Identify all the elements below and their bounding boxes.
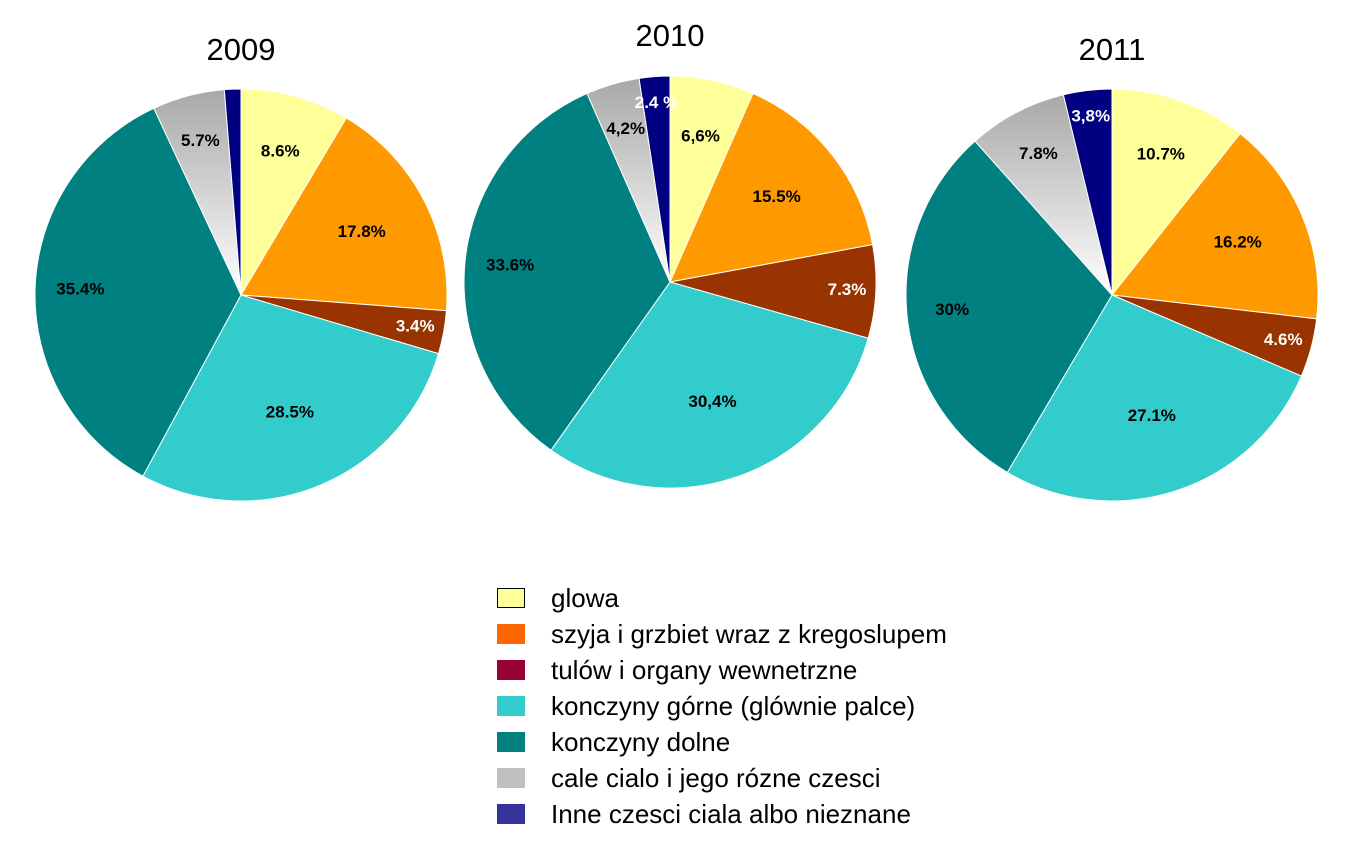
pie-slice-konczyny-gorne bbox=[550, 281, 869, 489]
slice-label-inne: 3,8% bbox=[1071, 107, 1110, 126]
legend-swatch bbox=[497, 660, 525, 680]
legend-swatch bbox=[497, 732, 525, 752]
slice-label-szyja: 15.5% bbox=[752, 187, 800, 206]
slice-label-inne: 2.4 % bbox=[635, 93, 678, 112]
pie-slice-szyja bbox=[240, 117, 448, 312]
legend-item-glowa: glowa bbox=[497, 580, 947, 616]
pie-slice-szyja bbox=[1111, 132, 1319, 320]
pie-slice-glowa bbox=[240, 88, 347, 297]
slice-label-glowa: 8.6% bbox=[261, 141, 300, 160]
pie-title: 2009 bbox=[207, 32, 276, 67]
legend-swatch bbox=[497, 768, 525, 788]
slice-label-tulow: 3.4% bbox=[396, 317, 435, 336]
legend-label: konczyny górne (glównie palce) bbox=[551, 690, 916, 721]
legend-label: Inne czesci ciala albo nieznane bbox=[551, 798, 911, 829]
slice-label-tulow: 7.3% bbox=[828, 280, 867, 299]
pie-slice-szyja bbox=[669, 92, 874, 283]
legend-label: szyja i grzbiet wraz z kregoslupem bbox=[551, 618, 947, 649]
pie-2010: 2010 6,6% 15.5% 7.3% 30,4% 33.6% 4,2% 2.4 % bbox=[463, 18, 877, 489]
pie-slice-konczyny-dolne bbox=[34, 107, 242, 477]
slice-label-cale-cialo: 4,2% bbox=[606, 119, 645, 138]
slice-label-konczyny-dolne: 30% bbox=[935, 300, 969, 319]
pie-slice-glowa bbox=[1111, 88, 1241, 297]
pie-slice-konczyny-gorne bbox=[142, 294, 440, 502]
slice-label-cale-cialo: 5.7% bbox=[181, 131, 220, 150]
legend-label: tulów i organy wewnetrzne bbox=[551, 654, 858, 685]
legend-item-tulow: tulów i organy wewnetrzne bbox=[497, 652, 947, 688]
legend-item-konczyny-dolne: konczyny dolne bbox=[497, 724, 947, 760]
legend-item-cale-cialo: cale cialo i jego rózne czesci bbox=[497, 760, 947, 796]
slice-label-konczyny-dolne: 33.6% bbox=[486, 255, 534, 274]
legend-label: konczyny dolne bbox=[551, 726, 731, 757]
slice-label-cale-cialo: 7.8% bbox=[1019, 144, 1058, 163]
slice-label-glowa: 10.7% bbox=[1137, 144, 1185, 163]
legend-item-konczyny-gorne: konczyny górne (glównie palce) bbox=[497, 688, 947, 724]
slice-label-konczyny-gorne: 30,4% bbox=[688, 392, 736, 411]
legend-swatch bbox=[497, 624, 525, 644]
slice-label-konczyny-dolne: 35.4% bbox=[56, 280, 104, 299]
legend-label: cale cialo i jego rózne czesci bbox=[551, 762, 881, 793]
pie-slice-konczyny-gorne bbox=[1006, 294, 1303, 502]
slice-label-konczyny-gorne: 28.5% bbox=[266, 402, 314, 421]
legend-swatch bbox=[497, 696, 525, 716]
slice-label-tulow: 4.6% bbox=[1264, 330, 1303, 349]
pie-slice-inne bbox=[223, 88, 242, 296]
slice-label-glowa: 6,6% bbox=[681, 126, 720, 145]
legend: glowa szyja i grzbiet wraz z kregoslupem… bbox=[497, 580, 947, 832]
legend-swatch bbox=[497, 804, 525, 824]
pie-title: 2011 bbox=[1079, 32, 1146, 67]
legend-label: glowa bbox=[551, 582, 619, 613]
pie-title: 2010 bbox=[636, 18, 705, 53]
pie-slice-inne bbox=[638, 75, 671, 283]
pie-slice-konczyny-dolne bbox=[463, 92, 671, 451]
pie-2009: 2009 8.6% 17.8% 3.4% 28.5% 35.4% 5.7% bbox=[34, 32, 448, 502]
pie-2011: 2011 10.7% 16.2% 4.6% 27.1% 30% 7.8% 3,8% bbox=[905, 32, 1319, 502]
legend-swatch bbox=[497, 588, 525, 608]
legend-item-szyja: szyja i grzbiet wraz z kregoslupem bbox=[497, 616, 947, 652]
slice-label-szyja: 16.2% bbox=[1214, 233, 1262, 252]
pie-slice-inne bbox=[1062, 88, 1113, 296]
pie-slice-cale-cialo bbox=[974, 94, 1113, 296]
slice-label-szyja: 17.8% bbox=[338, 222, 386, 241]
slice-label-konczyny-gorne: 27.1% bbox=[1128, 406, 1176, 425]
legend-item-inne: Inne czesci ciala albo nieznane bbox=[497, 796, 947, 832]
pie-slice-konczyny-dolne bbox=[905, 140, 1113, 474]
